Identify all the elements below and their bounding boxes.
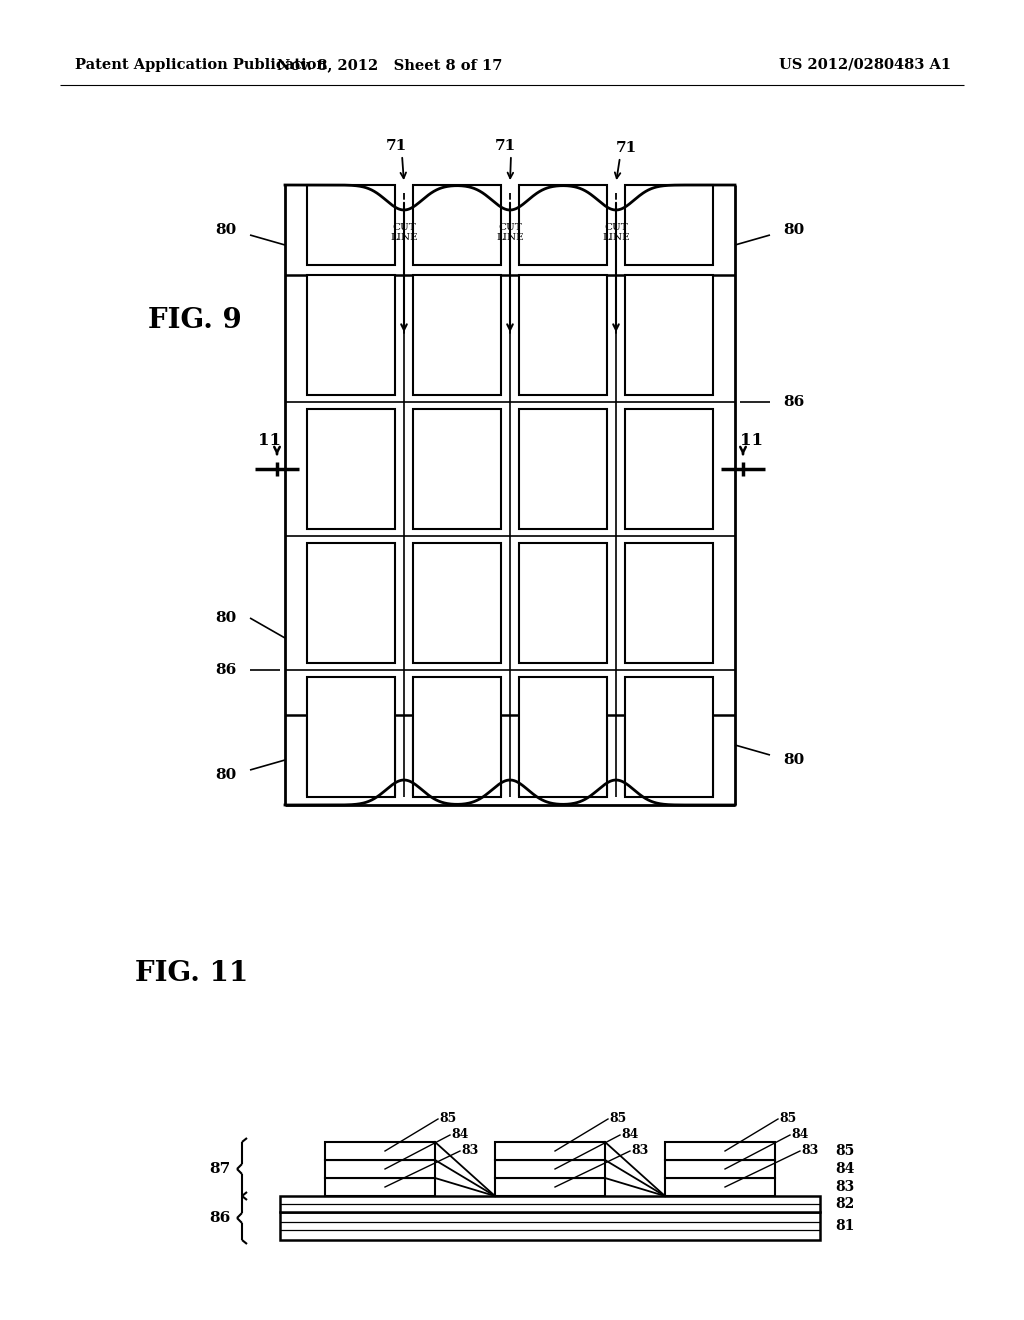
Text: 84: 84 (621, 1129, 638, 1142)
Bar (413, 275, 501, 395)
Bar (519, 275, 607, 395)
Text: 86: 86 (209, 1210, 230, 1225)
Text: 83: 83 (461, 1144, 478, 1158)
Text: 81: 81 (835, 1218, 854, 1233)
Bar (307, 185, 395, 265)
Bar (519, 677, 607, 797)
Text: 85: 85 (609, 1113, 627, 1126)
Bar (625, 719, 713, 795)
Bar (325, 1160, 435, 1177)
Text: FIG. 9: FIG. 9 (148, 306, 242, 334)
Bar (307, 409, 395, 529)
Text: CUT
LINE: CUT LINE (497, 223, 524, 243)
Text: Patent Application Publication: Patent Application Publication (75, 58, 327, 73)
Bar (519, 719, 607, 795)
Bar (625, 275, 713, 395)
Text: 86: 86 (216, 663, 237, 677)
Text: 80: 80 (783, 223, 804, 238)
Text: 80: 80 (783, 752, 804, 767)
Bar (625, 677, 713, 797)
Bar (280, 1212, 820, 1239)
Bar (519, 409, 607, 529)
Bar (625, 185, 713, 265)
Bar (307, 275, 395, 395)
Text: 82: 82 (835, 1197, 854, 1210)
Text: 80: 80 (216, 223, 237, 238)
Text: 85: 85 (779, 1113, 797, 1126)
Bar (495, 1177, 605, 1196)
Bar (495, 1142, 605, 1160)
Bar (625, 543, 713, 663)
Bar (325, 1142, 435, 1160)
Text: 11: 11 (739, 432, 763, 449)
Bar (325, 1177, 435, 1196)
Text: 71: 71 (385, 139, 407, 153)
Text: 84: 84 (451, 1129, 468, 1142)
Bar (413, 185, 501, 265)
Text: 85: 85 (439, 1113, 457, 1126)
Text: 86: 86 (783, 395, 804, 409)
Text: CUT
LINE: CUT LINE (602, 223, 630, 243)
Text: 84: 84 (835, 1162, 854, 1176)
Bar (413, 409, 501, 529)
Text: 83: 83 (631, 1144, 648, 1158)
Bar (665, 1142, 775, 1160)
Bar (495, 1160, 605, 1177)
Text: US 2012/0280483 A1: US 2012/0280483 A1 (779, 58, 951, 73)
Text: 11: 11 (257, 432, 281, 449)
Bar (413, 719, 501, 795)
Text: 85: 85 (835, 1144, 854, 1158)
Text: 71: 71 (615, 141, 637, 154)
Bar (307, 677, 395, 797)
Bar (280, 1196, 820, 1212)
Text: FIG. 11: FIG. 11 (135, 960, 248, 987)
Text: 71: 71 (495, 139, 516, 153)
Bar (413, 677, 501, 797)
Bar (625, 409, 713, 529)
Text: Nov. 8, 2012   Sheet 8 of 17: Nov. 8, 2012 Sheet 8 of 17 (278, 58, 503, 73)
Bar (413, 543, 501, 663)
Text: 83: 83 (801, 1144, 818, 1158)
Bar (519, 185, 607, 265)
Text: CUT
LINE: CUT LINE (390, 223, 418, 243)
Bar (665, 1177, 775, 1196)
Text: 83: 83 (835, 1180, 854, 1195)
Text: 80: 80 (216, 768, 237, 781)
Text: 80: 80 (216, 611, 237, 624)
Bar (307, 543, 395, 663)
Text: 87: 87 (209, 1162, 230, 1176)
Bar (665, 1160, 775, 1177)
Bar (307, 719, 395, 795)
Text: 84: 84 (791, 1129, 808, 1142)
Bar (519, 543, 607, 663)
